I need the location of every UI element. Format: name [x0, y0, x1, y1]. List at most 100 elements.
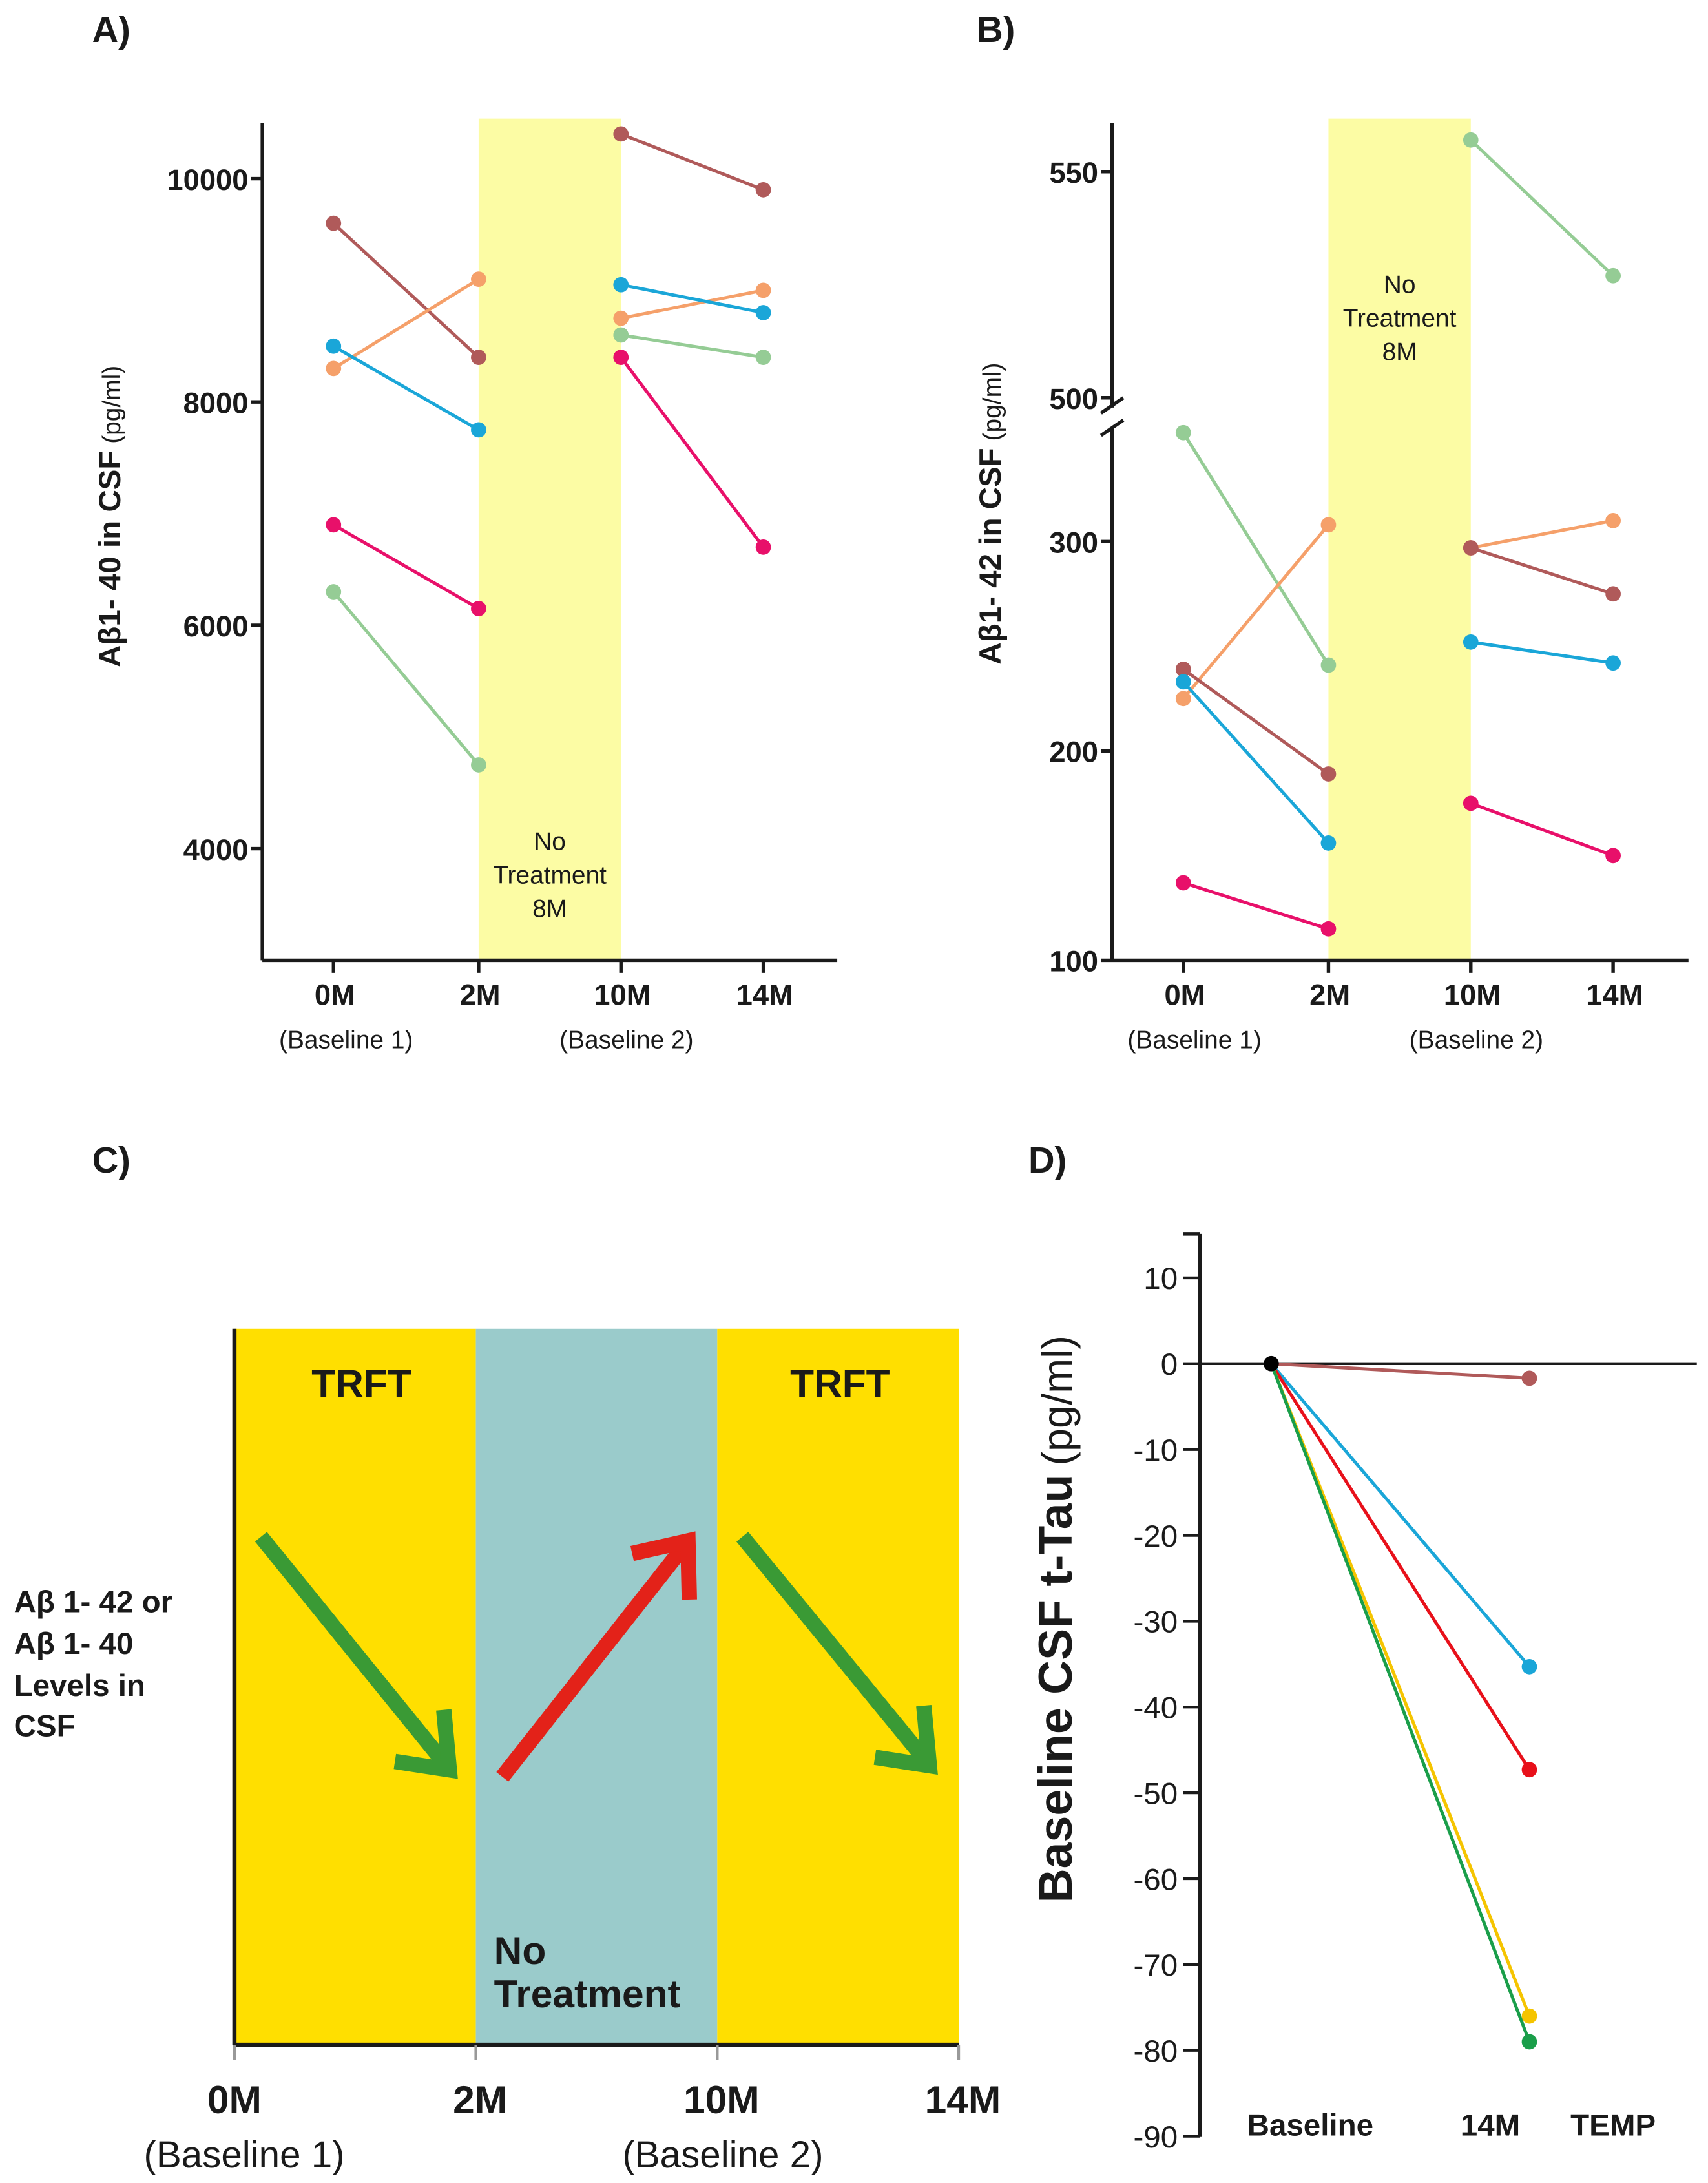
shading-label-line: Treatment: [493, 862, 607, 890]
panel-c-label: C): [92, 1140, 130, 1180]
x-tick-label: 2M: [1309, 979, 1350, 1012]
series-segment: [620, 356, 765, 548]
arrow-down-2: [736, 1532, 938, 1775]
panel-d-chart: D) 10 0 -10 -20 -30 -40 -50 -60 -70 -80 -90 Baseli…: [1028, 1140, 1697, 2155]
series-segment: [620, 288, 764, 320]
series-segment: [1269, 1363, 1531, 2043]
series-segment: [1470, 519, 1614, 550]
data-point: [1463, 634, 1479, 650]
y-label-line-4: CSF: [14, 1709, 76, 1744]
data-point: [1175, 674, 1191, 690]
x-tick-label: 0M: [315, 979, 355, 1012]
y-tick-label: 10: [1143, 1262, 1178, 1296]
phase-trft-2: [717, 1328, 959, 2045]
arrow-up: [496, 1531, 697, 1782]
y-tick-label: -20: [1133, 1520, 1178, 1554]
arrow-down-1: [255, 1532, 458, 1779]
data-point: [471, 422, 486, 438]
y-axis-title: Aβ1- 40 in CSF(pg/ml): [93, 366, 127, 667]
phase-label-treatment: Treatment: [494, 1972, 681, 2016]
x-label-baseline: Baseline: [1247, 2109, 1373, 2143]
series-yellow: [1269, 1363, 1537, 2024]
series-segment: [1470, 546, 1614, 596]
x-tick-10m: 10M: [683, 2078, 760, 2122]
no-treatment-shading: [478, 118, 621, 961]
data-point: [326, 360, 342, 377]
y-tick-label: 200: [1049, 736, 1098, 769]
series-segment: [332, 590, 480, 766]
y-tick-label: -30: [1133, 1605, 1178, 1640]
data-point: [613, 277, 629, 293]
data-point: [326, 517, 342, 533]
series-segment: [620, 283, 764, 315]
series-segment: [1269, 1363, 1531, 1771]
x-sublabel-baseline-2: (Baseline 2): [622, 2134, 823, 2176]
data-point: [1175, 662, 1191, 677]
data-point: [755, 182, 771, 198]
data-point: [755, 539, 771, 555]
x-tick-label: 0M: [1164, 979, 1205, 1012]
shading-label-line: No: [1384, 271, 1416, 299]
y-tick-label: 10000: [167, 163, 248, 196]
y-axis-title: Aβ1- 42 in CSF(pg/ml): [974, 363, 1008, 665]
data-point: [1605, 848, 1621, 864]
axis-break-mark: [1099, 419, 1125, 437]
data-point: [613, 126, 629, 142]
series-segment: [1183, 881, 1329, 931]
series-segment: [1269, 1363, 1531, 1668]
panel-a-chart: A) No Treatment 8M 10000 8000 6000 4000 0M 2M 10…: [92, 9, 838, 1054]
data-point: [1521, 2034, 1537, 2050]
phase-label-trft-2: TRFT: [790, 1362, 890, 1406]
series-green: [1175, 132, 1621, 673]
y-tick-label: -50: [1133, 1777, 1178, 1811]
series-segment: [333, 523, 480, 611]
data-point: [471, 757, 486, 773]
data-point: [471, 601, 486, 616]
y-tick-label: 100: [1049, 945, 1098, 978]
data-point: [1605, 586, 1621, 602]
baseline-point: [1263, 1355, 1279, 1372]
y-tick-label: 300: [1049, 527, 1098, 559]
y-tick-label: 6000: [183, 610, 249, 643]
series-segment: [1470, 640, 1614, 665]
x-tick-2m: 2M: [453, 2078, 507, 2122]
shading-label-line: 8M: [1382, 338, 1417, 366]
data-point: [1320, 657, 1337, 673]
y-tick-label: 500: [1049, 382, 1098, 415]
data-point: [1320, 517, 1337, 533]
panel-c-diagram: C) TRFT TRFT No Treatment Aβ 1- 42 or Aβ…: [14, 1140, 1001, 2176]
series-segment: [1271, 1362, 1530, 1380]
panel-d-label: D): [1028, 1140, 1067, 1180]
x-tick-label: 10M: [594, 979, 651, 1012]
shading-label-line: No: [534, 828, 566, 856]
series-segment: [620, 132, 764, 192]
series-segment: [1182, 432, 1330, 666]
y-tick-label: 0: [1161, 1348, 1178, 1382]
data-point: [1521, 1658, 1537, 1675]
data-point: [613, 327, 629, 343]
x-sublabel-baseline-2: (Baseline 2): [1410, 1027, 1543, 1054]
series-segment: [332, 222, 480, 359]
panel-b-chart: B) No Treatment 8M 550 500 300 200 100 0M 2M 10M 1…: [974, 9, 1689, 1054]
data-point: [1463, 132, 1479, 148]
x-sublabel-baseline-1: (Baseline 1): [279, 1027, 413, 1054]
data-point: [755, 282, 771, 298]
data-point: [1463, 795, 1479, 811]
series-brown: [1271, 1362, 1537, 1386]
series-brown: [1175, 540, 1621, 782]
phase-no-treatment: [475, 1328, 718, 2045]
shading-label-line: 8M: [532, 895, 567, 923]
panel-a-label: A): [92, 9, 130, 50]
y-tick-label: 8000: [183, 387, 249, 420]
series-green: [1269, 1363, 1537, 2050]
series-segment: [1182, 680, 1330, 844]
data-point: [1521, 1762, 1537, 1778]
y-tick-label: 4000: [183, 833, 249, 866]
axis-break-mark: [1099, 396, 1125, 415]
y-tick-label: -10: [1133, 1434, 1178, 1468]
data-point: [1605, 512, 1621, 528]
y-tick-label: -90: [1133, 2120, 1178, 2155]
shading-label-line: Treatment: [1343, 305, 1457, 333]
y-label-line-1: Aβ 1- 42 or: [14, 1585, 173, 1619]
